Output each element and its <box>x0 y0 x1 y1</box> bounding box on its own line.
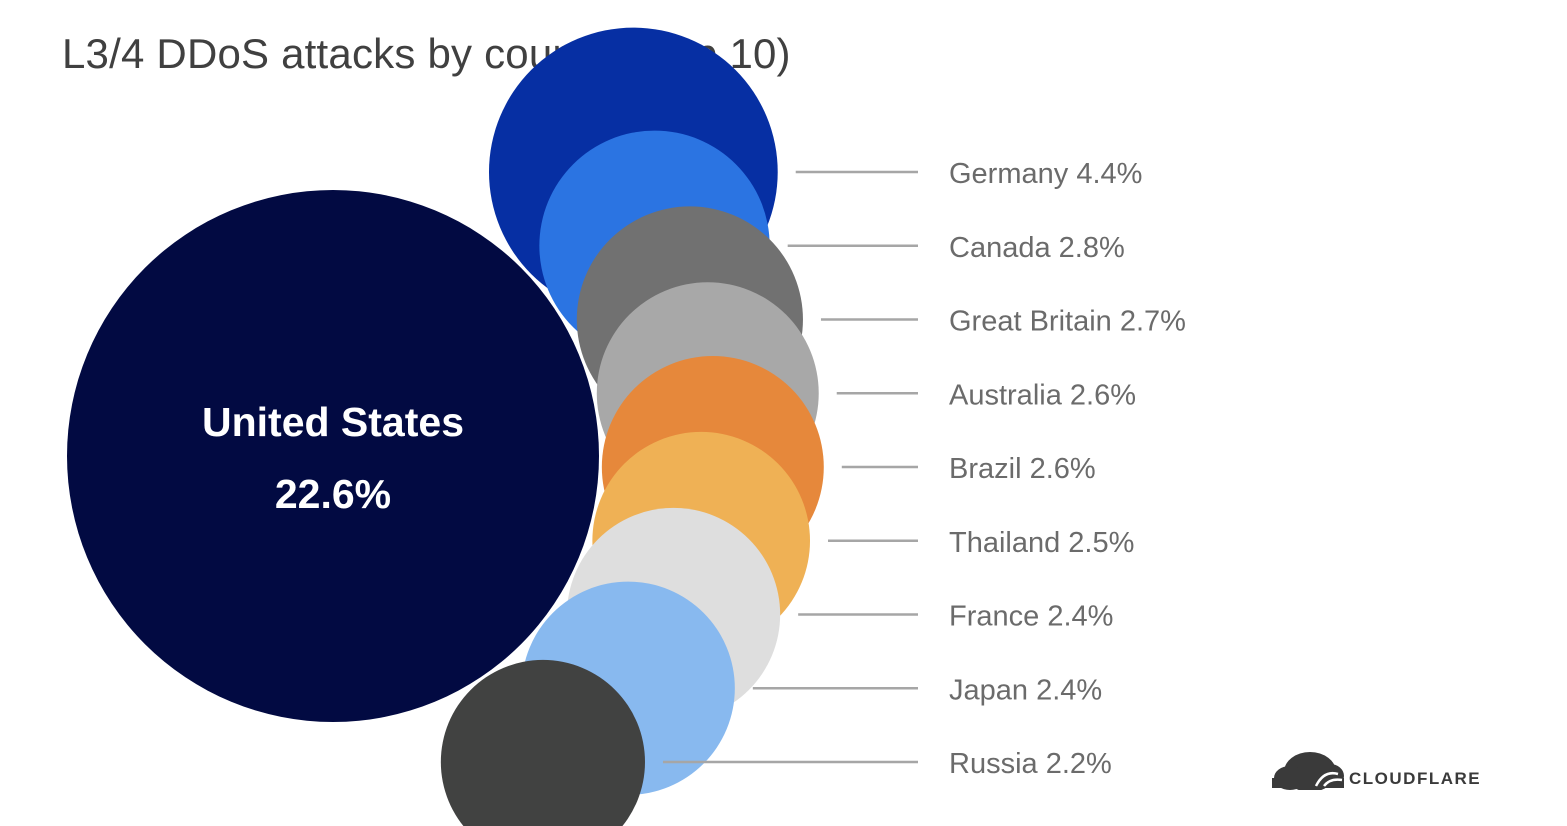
cloud-icon <box>1272 752 1344 790</box>
bubble-label-thailand: Thailand 2.5% <box>949 527 1134 559</box>
bubble-label-united-states: United States <box>202 399 464 445</box>
bubble-label-canada: Canada 2.8% <box>949 232 1125 264</box>
bubble-label-japan: Japan 2.4% <box>949 674 1102 706</box>
bubble-label-france: France 2.4% <box>949 601 1113 633</box>
bubble-russia <box>440 659 645 826</box>
bubble-value-united-states: 22.6% <box>275 471 391 517</box>
cloudflare-logo: CLOUDFLARE <box>1272 752 1481 790</box>
cloudflare-wordmark: CLOUDFLARE <box>1349 769 1481 788</box>
bubble-label-australia: Australia 2.6% <box>949 379 1136 411</box>
bubble-label-russia: Russia 2.2% <box>949 748 1112 780</box>
bubble-united-states <box>67 190 599 722</box>
bubble-label-germany: Germany 4.4% <box>949 158 1142 190</box>
bubble-label-great-britain: Great Britain 2.7% <box>949 306 1186 338</box>
bubble-label-brazil: Brazil 2.6% <box>949 453 1096 485</box>
